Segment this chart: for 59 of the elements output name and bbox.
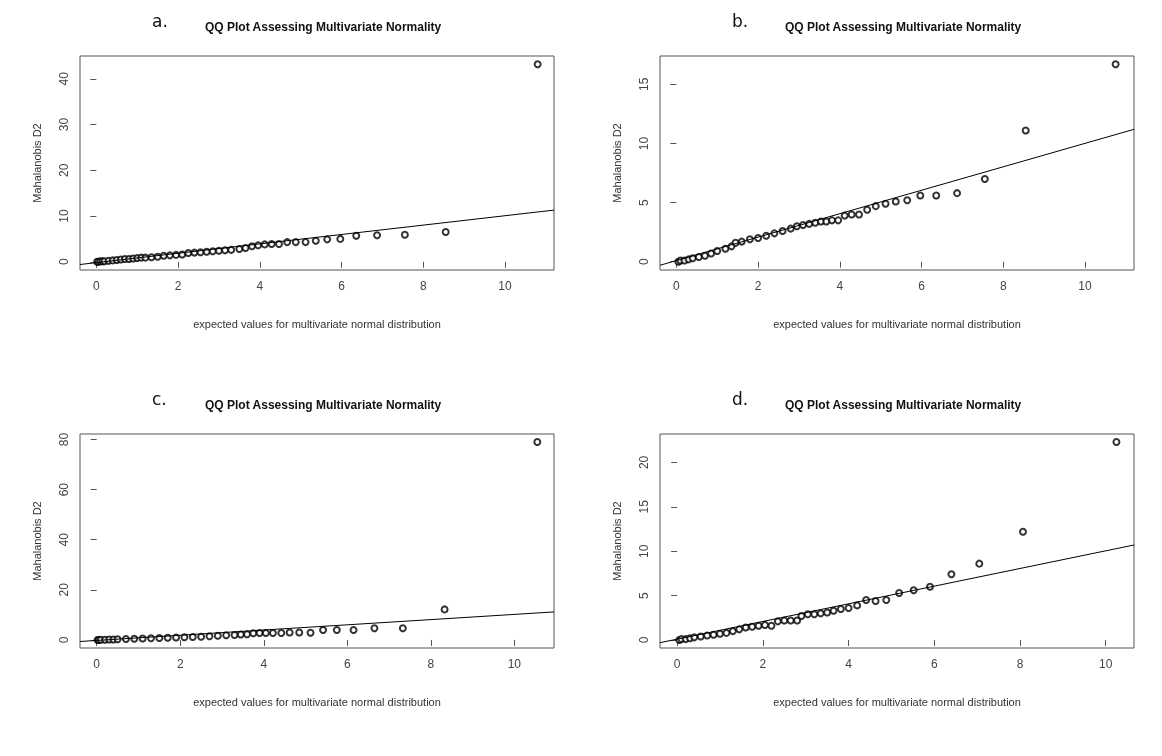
text: a. [152, 10, 168, 31]
x-tick-label: 2 [176, 657, 184, 671]
x-tick-label: 0 [673, 279, 680, 293]
x-tick-label: 4 [260, 657, 268, 671]
y-tick-label: 15 [637, 77, 651, 92]
x-axis-title: expected values for multivariate normal distribution [773, 317, 1021, 330]
x-axis-title: expected values for multivariate normal distribution [193, 317, 441, 330]
x-tick-label: 4 [845, 657, 853, 671]
y-tick-label: 20 [57, 582, 71, 597]
y-tick-label: 5 [637, 591, 651, 599]
x-tick-label: 4 [836, 279, 844, 293]
x-tick-label: 10 [1099, 657, 1113, 671]
y-tick-label: 0 [57, 636, 71, 644]
y-tick-label: 15 [637, 499, 651, 514]
chart-title: QQ Plot Assessing Multivariate Normality [205, 398, 442, 412]
x-tick-label: 2 [754, 279, 762, 293]
x-tick-label: 10 [1078, 279, 1092, 293]
x-tick-label: 2 [174, 279, 182, 293]
y-tick-label: 10 [637, 544, 651, 558]
x-tick-label: 0 [93, 657, 101, 671]
x-tick-label: 8 [419, 279, 427, 293]
y-tick-label: 60 [57, 482, 71, 497]
y-tick-label: 40 [57, 71, 71, 86]
chart-title: QQ Plot Assessing Multivariate Normality [785, 20, 1022, 34]
chart-title: QQ Plot Assessing Multivariate Normality [205, 20, 442, 34]
x-axis-title: expected values for multivariate normal distribution [773, 695, 1021, 708]
y-tick-label: 20 [57, 163, 71, 177]
x-tick-label: 6 [343, 657, 351, 671]
x-tick-label: 10 [498, 279, 512, 293]
x-tick-label: 4 [256, 279, 264, 293]
x-tick-label: 0 [93, 279, 100, 293]
chart-title: QQ Plot Assessing Multivariate Normality [785, 398, 1022, 412]
y-tick-label: 10 [57, 209, 71, 223]
x-axis-title: expected values for multivariate normal distribution [193, 695, 441, 708]
x-tick-label: 6 [918, 279, 926, 293]
text: d. [732, 388, 749, 409]
x-tick-label: 6 [930, 657, 938, 671]
x-tick-label: 0 [673, 657, 681, 671]
y-tick-label: 10 [637, 136, 651, 151]
x-tick-label: 8 [427, 657, 435, 671]
text: b. [732, 10, 749, 31]
y-tick-label: 20 [637, 455, 651, 470]
y-tick-label: 5 [637, 198, 651, 206]
x-tick-label: 8 [999, 279, 1007, 293]
y-axis-title: Mahalanobis D2 [30, 123, 43, 203]
y-tick-label: 30 [57, 117, 71, 132]
x-tick-label: 10 [507, 657, 522, 671]
x-tick-label: 2 [759, 657, 767, 671]
x-tick-label: 8 [1016, 657, 1024, 671]
y-axis-title: Mahalanobis D2 [610, 501, 623, 581]
x-tick-label: 6 [338, 279, 346, 293]
y-tick-label: 0 [637, 636, 651, 644]
text: c. [152, 388, 167, 409]
y-axis-title: Mahalanobis D2 [30, 501, 43, 581]
y-axis-title: Mahalanobis D2 [610, 123, 623, 203]
y-tick-label: 0 [57, 258, 71, 266]
y-tick-label: 0 [637, 258, 651, 266]
y-tick-label: 40 [57, 532, 71, 547]
y-tick-label: 80 [57, 432, 71, 447]
